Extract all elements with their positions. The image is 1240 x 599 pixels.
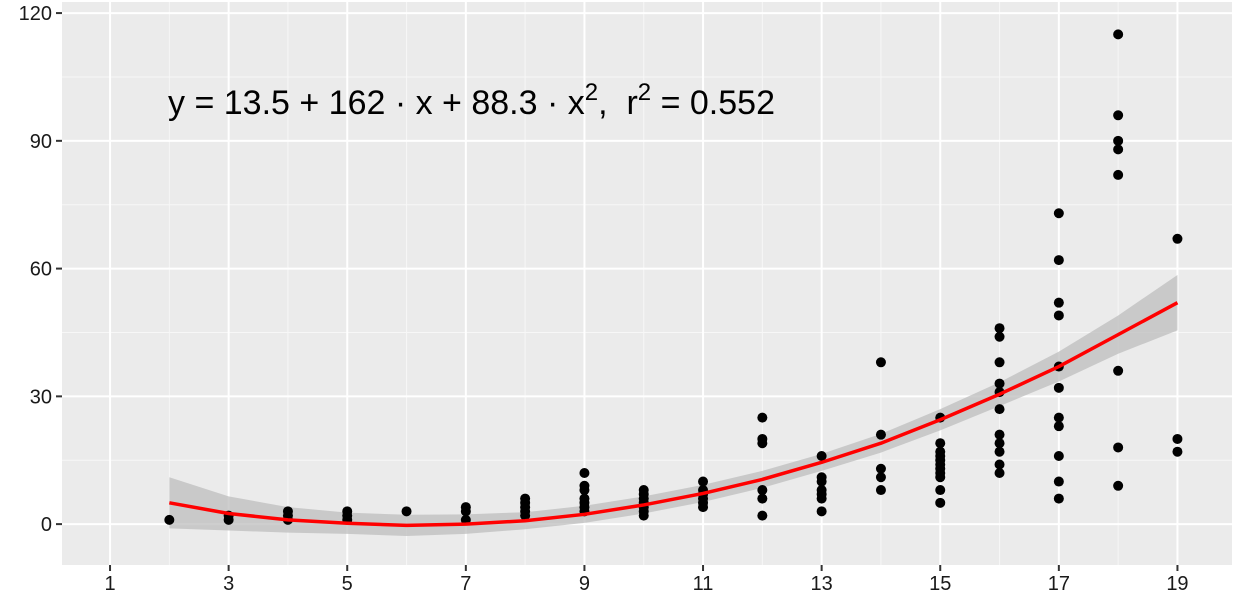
- annotation-superscript: 2: [585, 79, 598, 106]
- point: [994, 468, 1005, 479]
- point: [935, 497, 946, 508]
- point: [994, 459, 1005, 470]
- point: [282, 506, 293, 517]
- point: [579, 493, 590, 504]
- annotation-part: y = 13.5 + 162 · x + 88.3 · x: [168, 84, 585, 122]
- point: [1113, 442, 1124, 453]
- x-tick-label: 5: [342, 573, 353, 595]
- point: [1053, 310, 1064, 321]
- point: [579, 480, 590, 491]
- point: [994, 357, 1005, 368]
- annotation-part: , r: [598, 84, 638, 122]
- point: [1172, 433, 1183, 444]
- point: [757, 485, 768, 496]
- point: [164, 514, 175, 525]
- point: [401, 506, 412, 517]
- point: [1172, 446, 1183, 457]
- point: [816, 506, 827, 517]
- annotation-superscript: 2: [638, 79, 651, 106]
- x-tick-label: 13: [811, 573, 833, 595]
- annotation: y = 13.5 + 162 · x + 88.3 · x2, r2 = 0.5…: [168, 79, 775, 122]
- point: [1053, 208, 1064, 219]
- point: [1113, 365, 1124, 376]
- y-tick-label: 30: [30, 386, 52, 408]
- point: [1113, 144, 1124, 155]
- point: [994, 429, 1005, 440]
- point: [520, 493, 531, 504]
- point: [638, 485, 649, 496]
- point: [1113, 135, 1124, 146]
- annotation-part: = 0.552: [651, 84, 775, 122]
- point: [994, 331, 1005, 342]
- point: [698, 476, 709, 487]
- point: [757, 433, 768, 444]
- y-tick-label: 90: [30, 131, 52, 153]
- point: [579, 468, 590, 479]
- point: [994, 438, 1005, 449]
- point: [994, 378, 1005, 389]
- point: [1113, 169, 1124, 180]
- point: [816, 472, 827, 483]
- point: [1053, 255, 1064, 266]
- point: [875, 429, 886, 440]
- point: [935, 438, 946, 449]
- point: [1053, 493, 1064, 504]
- point: [1172, 233, 1183, 244]
- point: [757, 510, 768, 521]
- x-tick-label: 17: [1048, 573, 1070, 595]
- point: [1053, 297, 1064, 308]
- point: [875, 472, 886, 483]
- point: [994, 404, 1005, 415]
- fit-line: [169, 301, 1179, 528]
- x-tick-label: 9: [579, 573, 590, 595]
- point: [1053, 476, 1064, 487]
- x-tick-label: 15: [929, 573, 951, 595]
- point: [1053, 421, 1064, 432]
- point: [994, 323, 1005, 334]
- point: [935, 446, 946, 457]
- y-tick-label: 60: [30, 259, 52, 281]
- x-tick-label: 3: [223, 573, 234, 595]
- x-tick-label: 19: [1166, 573, 1188, 595]
- x-tick-label: 11: [693, 573, 714, 595]
- point: [875, 485, 886, 496]
- x-tick-label: 7: [460, 573, 471, 595]
- point: [1113, 29, 1124, 40]
- point: [1053, 412, 1064, 423]
- x-tick-label: 1: [104, 573, 115, 595]
- y-tick-label: 120: [19, 3, 52, 25]
- point: [757, 412, 768, 423]
- point: [994, 446, 1005, 457]
- point: [875, 357, 886, 368]
- panel: [62, 2, 1232, 565]
- point: [816, 450, 827, 461]
- point: [1053, 382, 1064, 393]
- point: [460, 502, 471, 513]
- y-tick-label: 0: [41, 514, 52, 536]
- point: [1053, 450, 1064, 461]
- point: [1113, 480, 1124, 491]
- point: [875, 463, 886, 474]
- point: [935, 485, 946, 496]
- point: [816, 485, 827, 496]
- point: [757, 493, 768, 504]
- point: [1113, 110, 1124, 121]
- point: [342, 506, 353, 517]
